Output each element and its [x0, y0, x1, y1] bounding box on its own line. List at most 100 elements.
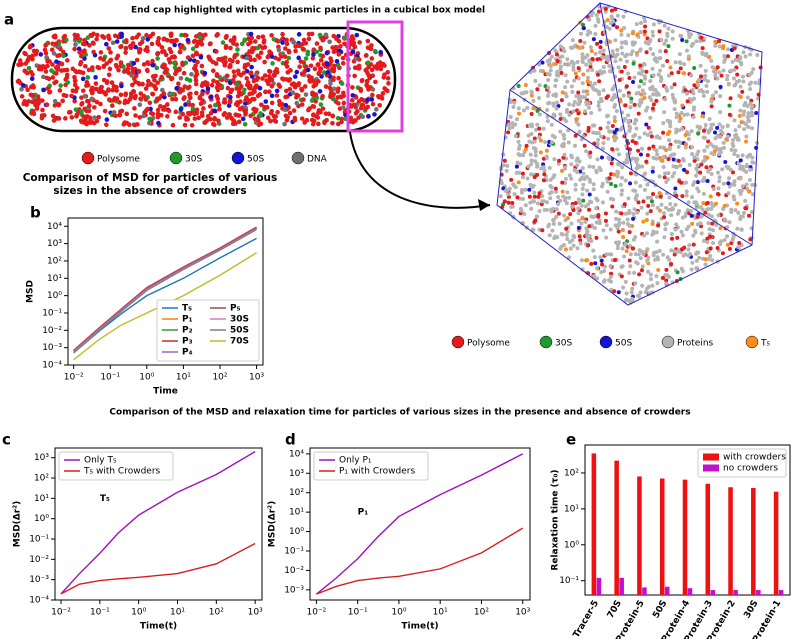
particle	[612, 118, 617, 123]
particle	[608, 264, 613, 269]
particle	[640, 146, 645, 151]
particle	[580, 58, 585, 63]
particle	[141, 93, 147, 99]
particle	[193, 77, 199, 83]
particle	[576, 111, 581, 116]
particle	[529, 90, 534, 95]
particle	[542, 168, 547, 173]
particle	[33, 51, 39, 57]
particle	[590, 56, 595, 61]
x-tick-label: 70S	[606, 599, 624, 620]
particle	[620, 165, 625, 170]
particle	[197, 95, 203, 101]
particle	[385, 70, 391, 75]
particle	[663, 171, 668, 176]
particle	[664, 267, 669, 272]
particle	[284, 41, 290, 47]
particle	[577, 159, 582, 164]
particle	[76, 38, 82, 44]
particle	[735, 72, 740, 77]
particle	[29, 76, 35, 82]
particle	[572, 143, 577, 148]
particle	[680, 215, 685, 220]
particle	[585, 188, 590, 193]
particle	[717, 175, 722, 180]
particle	[563, 73, 568, 78]
particle	[717, 70, 722, 75]
particle	[573, 71, 578, 76]
particle	[742, 103, 747, 108]
particle	[561, 194, 566, 199]
particle	[213, 102, 218, 108]
particle	[589, 261, 594, 266]
particle	[755, 96, 760, 101]
particle	[623, 279, 628, 284]
particle	[699, 214, 704, 219]
particle	[572, 99, 577, 104]
particle	[317, 66, 323, 71]
particle	[316, 121, 321, 127]
particle	[587, 17, 592, 22]
particle	[607, 176, 612, 181]
particle	[731, 137, 736, 142]
particle	[529, 132, 534, 137]
particle	[136, 68, 142, 74]
particle	[665, 34, 670, 39]
particle	[594, 13, 599, 18]
particle	[140, 81, 145, 87]
particle	[531, 106, 536, 111]
particle	[37, 64, 42, 69]
particle	[370, 92, 375, 98]
x-tick-label: 50S	[651, 599, 669, 620]
particle	[651, 144, 656, 149]
particle	[595, 266, 600, 271]
particle	[692, 96, 697, 101]
particle	[582, 95, 587, 100]
particle	[618, 182, 623, 187]
particle	[747, 82, 752, 87]
particle	[564, 232, 569, 237]
particle	[664, 281, 669, 286]
particle	[98, 50, 104, 55]
particle	[22, 50, 27, 56]
particle	[586, 75, 591, 80]
particle	[558, 246, 563, 251]
particle	[273, 119, 279, 124]
y-tick-label: 10¹	[34, 494, 49, 504]
particle	[621, 220, 626, 225]
particle	[53, 79, 59, 85]
particle	[663, 49, 668, 54]
particle	[182, 95, 187, 100]
particle	[691, 233, 696, 238]
particle	[126, 122, 132, 128]
particle	[567, 255, 572, 260]
particle	[694, 39, 699, 44]
particle	[670, 206, 675, 211]
particle	[160, 87, 165, 93]
particle	[216, 118, 221, 124]
particle	[242, 108, 247, 113]
particle	[330, 120, 335, 126]
particle	[692, 155, 697, 160]
particle	[718, 84, 723, 89]
particle	[261, 38, 267, 43]
particle	[648, 277, 653, 282]
particle	[705, 178, 710, 183]
particle	[650, 33, 655, 38]
particle	[109, 80, 115, 85]
y-tick-label: 10⁻³	[284, 585, 304, 595]
particle	[155, 114, 161, 120]
particle	[651, 73, 656, 78]
particle	[165, 114, 170, 119]
particle	[596, 100, 601, 105]
particle	[546, 101, 551, 106]
particle	[274, 88, 280, 94]
cube-edge	[631, 169, 753, 246]
particle	[84, 114, 90, 119]
particle	[237, 106, 243, 112]
particle	[580, 192, 585, 197]
particle	[137, 41, 143, 47]
bar	[773, 491, 779, 595]
particle	[613, 54, 618, 59]
particle	[318, 57, 324, 63]
